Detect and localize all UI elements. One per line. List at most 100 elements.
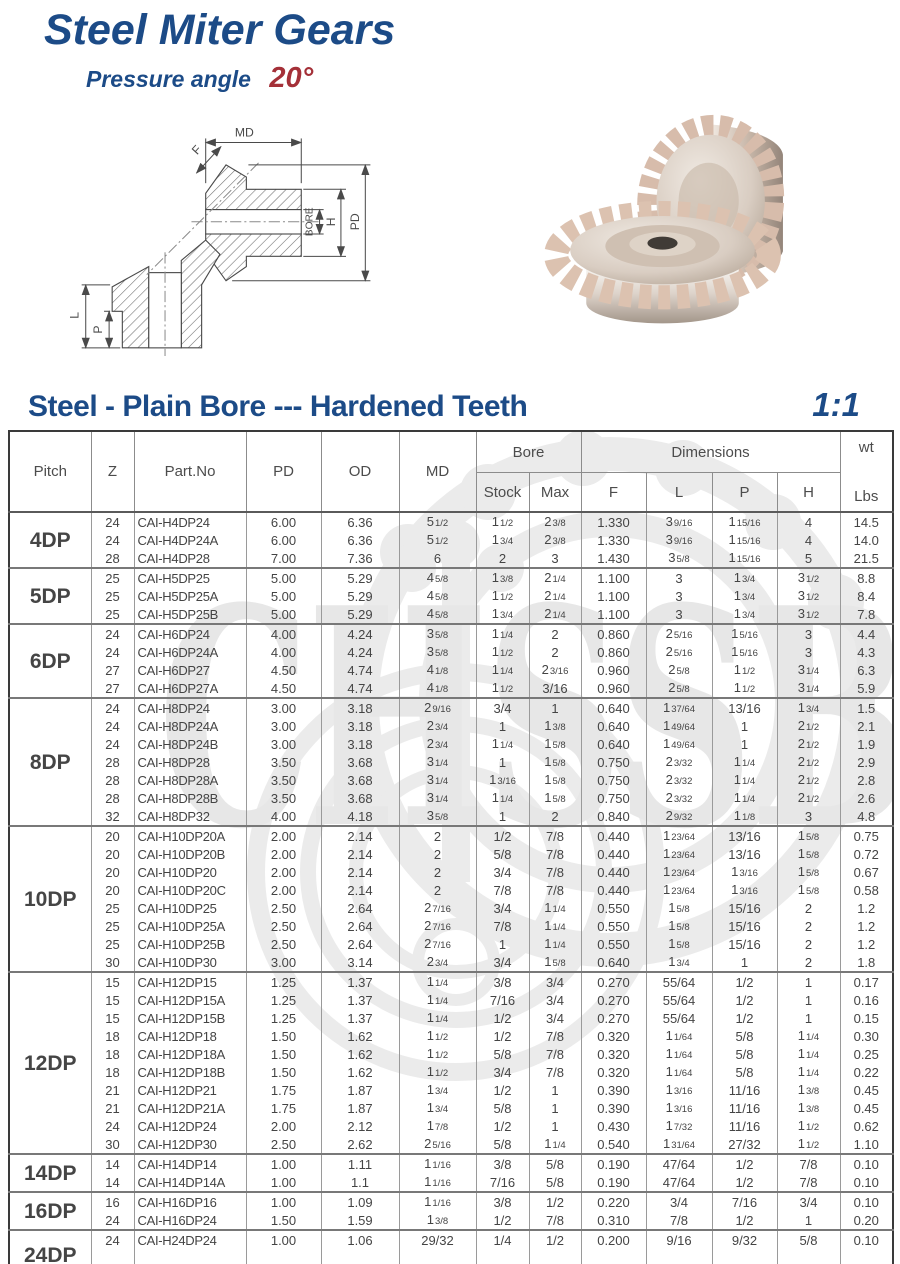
table-row: 27 CAI-H6DP27A 4.50 4.74 41/8 11/2 3/16 0.960 25… xyxy=(9,679,894,698)
cell-l: 123/64 xyxy=(645,863,713,881)
cell-stock: 5/8 xyxy=(475,1045,530,1063)
table-row: 25 CAI-H10DP25A 2.50 2.64 27/16 7/8 11/4 0.550 1… xyxy=(9,917,894,935)
col-header-part: Part.No xyxy=(133,430,247,513)
cell-stock: 1/4 xyxy=(475,1230,530,1264)
pitch-label: 16DP xyxy=(8,1192,92,1230)
cell-z: 25 xyxy=(90,935,135,953)
cell-z: 24 xyxy=(90,643,135,661)
cell-od: 4.74 xyxy=(320,679,400,698)
cell-z: 27 xyxy=(90,661,135,679)
cell-od: 7.36 xyxy=(320,549,400,568)
lying-gear xyxy=(544,200,781,324)
cell-p: 1/2 xyxy=(711,972,778,991)
cell-od: 1.87 xyxy=(320,1099,400,1117)
cell-pd: 2.00 xyxy=(245,826,322,845)
cell-md: 51/2 xyxy=(398,512,477,531)
cell-stock: 5/8 xyxy=(475,1099,530,1117)
cell-pd: 2.00 xyxy=(245,863,322,881)
cell-f: 0.440 xyxy=(580,845,647,863)
cell-max: 11/4 xyxy=(528,1135,582,1154)
cell-stock: 13/8 xyxy=(475,568,530,587)
label-p: P xyxy=(91,325,105,333)
cell-part: CAI-H12DP18 xyxy=(133,1027,247,1045)
cell-h: 21/2 xyxy=(776,771,841,789)
cell-l: 3/4 xyxy=(645,1192,713,1211)
cell-h: 11/4 xyxy=(776,1063,841,1081)
cell-l: 13/16 xyxy=(645,1099,713,1117)
cell-p: 9/32 xyxy=(711,1230,778,1264)
cell-h: 11/2 xyxy=(776,1117,841,1135)
cell-od: 1.87 xyxy=(320,1081,400,1099)
cell-od: 4.24 xyxy=(320,624,400,643)
cell-lbs: 1.9 xyxy=(839,735,894,753)
cell-od: 1.62 xyxy=(320,1027,400,1045)
pitch-label: 6DP xyxy=(8,624,92,698)
pressure-angle-value: 20° xyxy=(269,62,314,94)
cell-md: 11/4 xyxy=(398,1009,477,1027)
cell-md: 11/4 xyxy=(398,991,477,1009)
cell-part: CAI-H5DP25A xyxy=(133,587,247,605)
cell-p: 1/2 xyxy=(711,1154,778,1173)
cell-part: CAI-H4DP28 xyxy=(133,549,247,568)
table-row: 14DP 14 CAI-H14DP14 1.00 1.11 11/16 3/8 5/8 0.19… xyxy=(8,1154,894,1192)
cell-z: 30 xyxy=(90,953,135,972)
cell-p: 13/16 xyxy=(711,863,778,881)
mating-gear-left xyxy=(111,265,150,349)
wt-label: wt xyxy=(858,438,874,456)
cell-h: 5/8 xyxy=(776,1230,841,1264)
cell-lbs: 8.4 xyxy=(839,587,894,605)
cell-l: 23/32 xyxy=(645,753,713,771)
pitch-label: 5DP xyxy=(8,568,92,624)
cell-max: 1/2 xyxy=(528,1230,582,1264)
table-row: 15 CAI-H12DP15B 1.25 1.37 11/4 1/2 3/4 0.270 55/… xyxy=(9,1009,894,1027)
cell-z: 20 xyxy=(90,881,135,899)
cell-md: 11/16 xyxy=(398,1192,477,1211)
cell-f: 0.440 xyxy=(580,881,647,899)
cell-stock: 3/4 xyxy=(475,953,530,972)
cell-stock: 11/2 xyxy=(475,587,530,605)
cell-z: 15 xyxy=(90,991,135,1009)
cell-stock: 3/8 xyxy=(475,1192,530,1211)
cell-f: 1.100 xyxy=(580,587,647,605)
table-row: 25 CAI-H10DP25 2.50 2.64 27/16 3/4 11/4 0.550 15… xyxy=(9,899,894,917)
cell-p: 11/16 xyxy=(711,1099,778,1117)
cell-stock: 1/2 xyxy=(475,1027,530,1045)
col-header-stock: Stock xyxy=(475,472,530,513)
cell-f: 1.430 xyxy=(580,549,647,568)
cell-max: 3 xyxy=(528,549,582,568)
cell-h: 13/8 xyxy=(776,1081,841,1099)
cell-l: 13/16 xyxy=(645,1081,713,1099)
cell-max: 7/8 xyxy=(528,881,582,899)
cell-part: CAI-H8DP28A xyxy=(133,771,247,789)
cell-lbs: 1.2 xyxy=(839,899,894,917)
cell-lbs: 1.2 xyxy=(839,917,894,935)
cell-h: 2 xyxy=(776,953,841,972)
cell-lbs: 4.4 xyxy=(839,624,894,643)
cell-stock: 7/16 xyxy=(475,1173,530,1192)
cell-lbs: 0.17 xyxy=(839,972,894,991)
table-row: 20 CAI-H10DP20B 2.00 2.14 2 5/8 7/8 0.440 123/64… xyxy=(9,845,894,863)
cell-h: 2 xyxy=(776,917,841,935)
table-row: 15 CAI-H12DP15A 1.25 1.37 11/4 7/16 3/4 0.270 55… xyxy=(9,991,894,1009)
cell-z: 21 xyxy=(90,1099,135,1117)
col-header-l: L xyxy=(645,472,713,513)
cell-p: 7/16 xyxy=(711,1192,778,1211)
cell-l: 39/16 xyxy=(645,512,713,531)
table-row: 4DP 24 CAI-H4DP24 6.00 6.36 51/2 11/2 23/8 1.330… xyxy=(8,512,894,568)
cell-part: CAI-H14DP14 xyxy=(133,1154,247,1173)
cell-pd: 1.50 xyxy=(245,1211,322,1230)
cell-f: 0.640 xyxy=(580,698,647,717)
table-row: 25 CAI-H10DP25B 2.50 2.64 27/16 1 11/4 0.550 15/… xyxy=(9,935,894,953)
cell-p: 15/16 xyxy=(711,643,778,661)
table-row: 21 CAI-H12DP21A 1.75 1.87 13/4 5/8 1 0.390 13/16… xyxy=(9,1099,894,1117)
cell-h: 3 xyxy=(776,624,841,643)
cell-h: 31/4 xyxy=(776,661,841,679)
cell-md: 11/2 xyxy=(398,1063,477,1081)
miter-gears-photo xyxy=(514,96,800,338)
cell-l: 7/8 xyxy=(645,1211,713,1230)
cell-part: CAI-H12DP15A xyxy=(133,991,247,1009)
cell-z: 24 xyxy=(90,1230,135,1264)
cell-md: 45/8 xyxy=(398,605,477,624)
cell-z: 20 xyxy=(90,826,135,845)
cell-pd: 5.00 xyxy=(245,568,322,587)
